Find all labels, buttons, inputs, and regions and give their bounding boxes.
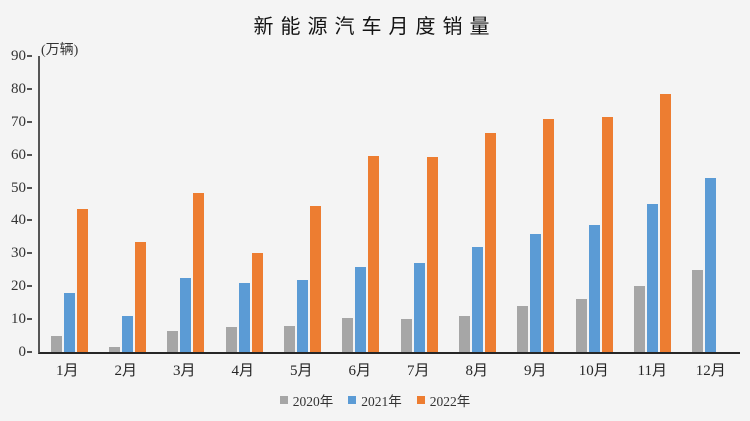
bar-2022-7 [426,157,438,352]
legend-label: 2021年 [361,394,402,409]
bar-2020-9 [517,306,529,352]
bar-2022-6 [368,156,380,352]
bar-2021-4 [238,282,250,352]
bar-2021-2 [121,315,133,352]
y-axis-tick-label: 40 [11,212,26,229]
bar-groups [40,56,740,352]
bar-group-6 [332,56,390,352]
y-axis-tick-mark [27,55,32,57]
bar-group-4 [215,56,273,352]
legend-item-2022: 2022年 [416,390,471,410]
bar-group-8 [448,56,506,352]
y-axis-tick-mark [27,285,32,288]
legend-swatch-2020 [279,396,288,404]
bar-group-9 [507,56,565,352]
x-axis-label-8: 8月 [465,363,488,379]
bar-2020-4 [225,327,237,352]
bar-2020-6 [342,317,354,352]
bar-2021-8 [471,246,483,352]
x-axis-label-7: 7月 [406,363,430,379]
bar-2021-6 [355,266,367,352]
bar-2022-8 [484,133,496,352]
bar-2021-1 [63,292,75,352]
bar-2022-9 [543,118,555,352]
bar-2020-12 [692,269,704,352]
bar-group-11 [623,56,681,352]
bar-2022-3 [193,192,205,352]
bar-2020-8 [458,315,470,352]
x-axis-label-4: 4月 [231,363,254,379]
bar-2020-1 [50,335,62,352]
y-axis-tick-label: 20 [11,278,26,295]
y-axis-tick-mark [27,219,32,222]
bar-2022-2 [134,241,146,352]
bar-group-3 [157,56,215,352]
bar-2021-5 [296,279,308,352]
x-axis-label-10: 10月 [578,363,609,379]
bar-group-10 [565,56,623,352]
y-axis-tick-label: 80 [11,80,26,97]
x-axis-labels: 1月 2月 3月 4月 5月 6月 7月 8月 9月 10月 11月 12月 [38,359,740,380]
y-axis-tick-mark [27,351,32,353]
y-axis-tick-mark [27,120,32,123]
bar-2020-3 [167,330,179,352]
legend-label: 2020年 [292,394,334,409]
y-axis-tick-mark [27,87,32,90]
bar-2022-11 [659,93,671,352]
bar-2020-5 [283,325,295,352]
bar-2022-5 [309,205,321,352]
bar-2021-10 [588,225,600,352]
y-axis-tick-mark [27,186,32,189]
bar-2021-3 [180,278,192,352]
y-axis-tick-mark [27,153,32,156]
bar-group-5 [273,56,331,352]
x-axis-label-3: 3月 [172,363,196,379]
x-axis-label-1: 1月 [55,363,79,379]
bar-2021-7 [413,263,425,352]
y-axis-tick-label: 90 [11,48,26,64]
legend-item-2021: 2021年 [348,390,402,410]
legend: 2020年 2021年 2022年 [0,390,750,410]
bar-group-7 [390,56,448,352]
y-axis-tick-label: 10 [11,311,26,328]
y-axis-tick-label: 70 [11,113,26,130]
x-axis-label-11: 11月 [637,363,667,379]
bar-2020-11 [633,286,645,352]
legend-swatch-2021 [348,396,357,404]
y-axis-tick-mark [27,318,32,321]
y-axis-tick-label: 50 [11,179,26,196]
x-axis-label-5: 5月 [289,363,313,379]
legend-label: 2022年 [429,394,471,409]
chart-title: 新能源汽车月度销量 [253,16,497,38]
bar-group-12 [682,56,740,352]
y-axis-tick-label: 30 [11,245,26,262]
bar-2022-1 [76,208,88,352]
x-axis-label-12: 12月 [695,363,726,379]
bar-2022-4 [251,253,263,352]
bar-2020-7 [400,319,412,352]
bar-group-2 [98,56,156,352]
bar-2020-2 [108,347,120,352]
bar-2022-10 [601,116,613,352]
bar-group-1 [40,56,98,352]
bar-2021-12 [705,177,717,352]
x-axis-label-2: 2月 [114,363,137,379]
bar-2021-11 [646,204,658,352]
y-axis-tick-label: 60 [11,146,26,163]
y-axis-tick-mark [27,252,32,255]
bar-2020-10 [575,299,587,352]
bar-2021-9 [530,233,542,352]
y-axis-tick-label: 0 [18,344,27,360]
legend-swatch-2022 [416,396,425,404]
plot-area [38,56,740,354]
x-axis-label-9: 9月 [523,363,547,379]
legend-item-2020: 2020年 [279,390,334,410]
x-axis-label-6: 6月 [348,363,371,379]
y-axis-unit-label: (万辆) [41,43,79,58]
